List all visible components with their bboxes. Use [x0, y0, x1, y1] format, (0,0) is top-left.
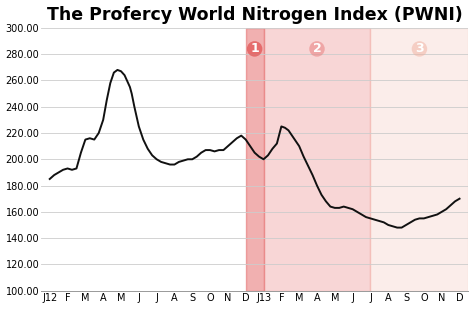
Bar — [371, 28, 468, 291]
Text: 2: 2 — [313, 42, 321, 55]
Bar — [264, 28, 371, 291]
Text: 3: 3 — [415, 42, 424, 55]
Title: The Profercy World Nitrogen Index (PWNI): The Profercy World Nitrogen Index (PWNI) — [47, 6, 463, 23]
Bar — [246, 28, 264, 291]
Text: 1: 1 — [250, 42, 259, 55]
